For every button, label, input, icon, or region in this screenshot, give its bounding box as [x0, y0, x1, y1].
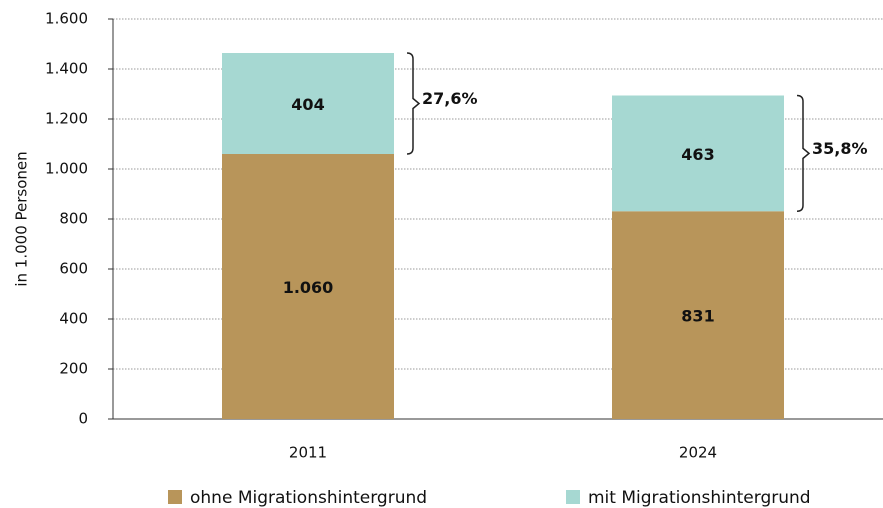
bracket: [796, 94, 811, 212]
legend-label: mit Migrationshintergrund: [588, 488, 811, 508]
legend-swatch: [566, 490, 580, 504]
value-label: 404: [291, 95, 324, 114]
value-label: 831: [681, 307, 714, 326]
share-label: 35,8%: [812, 139, 868, 158]
legend-swatch: [168, 490, 182, 504]
y-tick-label: 400: [59, 310, 88, 328]
bar-segment: [612, 95, 784, 212]
y-tick-label: 1.200: [45, 110, 88, 128]
legend-label: ohne Migrationshintergrund: [190, 488, 427, 508]
y-tick-label: 600: [59, 260, 88, 278]
y-tick-label: 200: [59, 360, 88, 378]
value-label: 463: [681, 145, 714, 164]
y-tick-label: 1.400: [45, 60, 88, 78]
bar-segment: [222, 53, 394, 154]
y-tick-label: 800: [59, 210, 88, 228]
bar-segment: [222, 154, 394, 419]
x-tick-label: 2024: [679, 444, 717, 462]
y-axis-label: in 1.000 Personen: [13, 151, 31, 286]
share-label: 27,6%: [422, 89, 478, 108]
y-tick-label: 0: [78, 410, 88, 428]
y-tick-label: 1.600: [45, 10, 88, 28]
value-label: 1.060: [283, 278, 334, 297]
bracket: [406, 52, 421, 155]
bar-segment: [612, 211, 784, 419]
y-tick-label: 1.000: [45, 160, 88, 178]
x-tick-label: 2011: [289, 444, 327, 462]
